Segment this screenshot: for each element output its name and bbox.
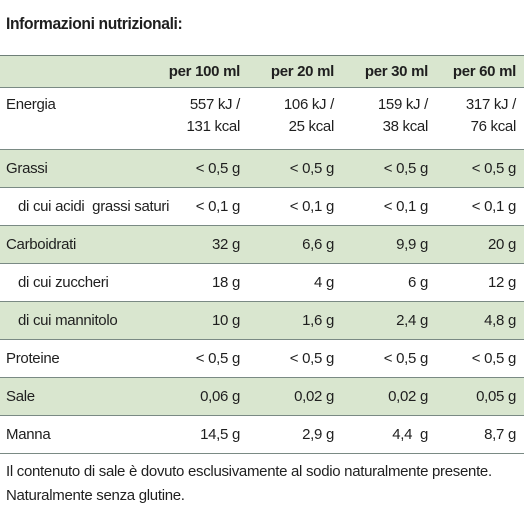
value-100ml: < 0,1 g [195, 198, 241, 215]
value-60ml: 20 g [488, 236, 516, 253]
value-100ml: 0,06 g [200, 388, 240, 405]
energy-kj-30ml: 159 kJ / [377, 96, 428, 113]
row-label: Energia [6, 96, 56, 113]
table-row-carboidrati: Carboidrati 32 g 6,6 g 9,9 g 20 g [0, 226, 524, 264]
value-60ml: 12 g [488, 274, 516, 291]
row-label: Carboidrati [6, 236, 77, 253]
table-row-sale: Sale 0,06 g 0,02 g 0,02 g 0,05 g [0, 378, 524, 416]
row-label: Grassi [6, 160, 48, 177]
table-row-proteine: Proteine < 0,5 g < 0,5 g < 0,5 g < 0,5 g [0, 340, 524, 378]
value-20ml: 0,02 g [294, 388, 334, 405]
value-60ml: < 0,5 g [471, 160, 517, 177]
value-100ml: 10 g [212, 312, 240, 329]
row-label: Proteine [6, 350, 60, 367]
energy-kj-20ml: 106 kJ / [283, 96, 334, 113]
value-100ml: 14,5 g [200, 426, 240, 443]
value-100ml: < 0,5 g [195, 160, 241, 177]
value-20ml: 2,9 g [302, 426, 334, 443]
value-20ml: 4 g [314, 274, 334, 291]
value-60ml: 0,05 g [476, 388, 516, 405]
value-30ml: 0,02 g [388, 388, 428, 405]
header-cell-per-30ml: per 30 ml [364, 63, 428, 80]
value-20ml: < 0,5 g [289, 160, 335, 177]
energy-kj-60ml: 317 kJ / [465, 96, 516, 113]
row-label: Manna [6, 426, 51, 443]
value-20ml: 1,6 g [302, 312, 334, 329]
value-30ml: 2,4 g [396, 312, 428, 329]
value-30ml: 4,4 g [392, 426, 428, 443]
value-30ml: < 0,5 g [383, 160, 429, 177]
nutrition-table: per 100 ml per 20 ml per 30 ml per 60 ml… [0, 55, 524, 454]
header-cell-per-20ml: per 20 ml [270, 63, 334, 80]
table-row-zuccheri: di cui zuccheri 18 g 4 g 6 g 12 g [0, 264, 524, 302]
value-100ml: 18 g [212, 274, 240, 291]
value-30ml: 9,9 g [396, 236, 428, 253]
row-label: di cui zuccheri [18, 274, 109, 291]
energy-kcal-30ml: 38 kcal [382, 118, 429, 135]
header-cell-per-100ml: per 100 ml [168, 63, 241, 80]
page-title: Informazioni nutrizionali: [6, 14, 183, 33]
table-row-grassi-saturi: di cui acidi grassi saturi < 0,1 g < 0,1… [0, 188, 524, 226]
table-header-row: per 100 ml per 20 ml per 30 ml per 60 ml [0, 56, 524, 88]
table-row-mannitolo: di cui mannitolo 10 g 1,6 g 2,4 g 4,8 g [0, 302, 524, 340]
table-row-energia: Energia 557 kJ / 131 kcal 106 kJ / 25 kc… [0, 88, 524, 150]
energy-kcal-100ml: 131 kcal [186, 118, 241, 135]
value-60ml: < 0,5 g [471, 350, 517, 367]
value-30ml: < 0,5 g [383, 350, 429, 367]
footnote-salt: Il contenuto di sale è dovuto esclusivam… [6, 463, 492, 480]
value-60ml: < 0,1 g [471, 198, 517, 215]
header-cell-per-60ml: per 60 ml [452, 63, 516, 80]
energy-kj-100ml: 557 kJ / [189, 96, 240, 113]
value-20ml: < 0,1 g [289, 198, 335, 215]
table-row-manna: Manna 14,5 g 2,9 g 4,4 g 8,7 g [0, 416, 524, 454]
value-30ml: 6 g [408, 274, 428, 291]
footnote-gluten: Naturalmente senza glutine. [6, 487, 185, 504]
value-60ml: 4,8 g [484, 312, 516, 329]
row-label: di cui acidi grassi saturi [18, 198, 170, 215]
value-100ml: < 0,5 g [195, 350, 241, 367]
value-20ml: 6,6 g [302, 236, 334, 253]
value-60ml: 8,7 g [484, 426, 516, 443]
value-30ml: < 0,1 g [383, 198, 429, 215]
table-row-grassi: Grassi < 0,5 g < 0,5 g < 0,5 g < 0,5 g [0, 150, 524, 188]
energy-kcal-60ml: 76 kcal [470, 118, 517, 135]
energy-kcal-20ml: 25 kcal [288, 118, 335, 135]
value-100ml: 32 g [212, 236, 240, 253]
value-20ml: < 0,5 g [289, 350, 335, 367]
row-label: di cui mannitolo [18, 312, 118, 329]
footnotes: Il contenuto di sale è dovuto esclusivam… [6, 460, 522, 508]
row-label: Sale [6, 388, 35, 405]
